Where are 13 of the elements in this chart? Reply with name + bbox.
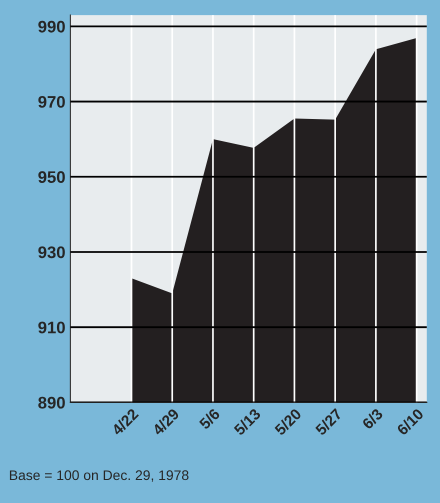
y-tick-label: 970 — [38, 96, 65, 108]
y-tick-label: 950 — [38, 171, 65, 183]
y-tick-label: 930 — [38, 246, 65, 258]
x-tick-label: 4/22 — [110, 408, 140, 436]
x-tick-label: 6/3 — [361, 408, 384, 430]
y-tick-label: 990 — [38, 20, 65, 33]
y-tick-label: 910 — [38, 322, 65, 334]
y-tick-label: 890 — [38, 396, 65, 409]
x-tick-label: 4/29 — [151, 408, 180, 436]
x-tick-label: 6/10 — [396, 408, 424, 436]
text: Base = 100 on Dec. 29, 1978 — [10, 470, 188, 482]
x-tick-label: 5/6 — [198, 408, 221, 430]
x-tick-label: 5/20 — [274, 408, 302, 436]
